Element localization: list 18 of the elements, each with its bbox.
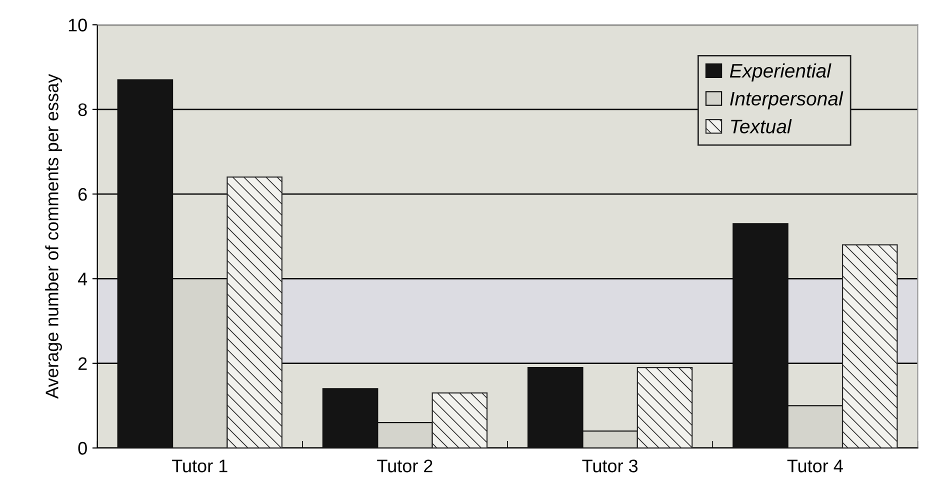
x-tick-label: Tutor 4 — [787, 460, 843, 472]
legend-label: Textual — [731, 119, 792, 134]
y-tick-label: 0 — [78, 442, 87, 455]
x-tick-label: Tutor 3 — [582, 460, 638, 472]
bar — [842, 244, 898, 448]
y-tick-label: 4 — [78, 272, 88, 286]
bar — [226, 176, 282, 448]
legend-label: Interpersonal — [730, 91, 844, 110]
legend-label: Experiential — [730, 63, 832, 82]
bar — [432, 392, 488, 448]
y-tick-label: 6 — [78, 188, 87, 201]
bar — [636, 367, 693, 448]
y-tick-label: 10 — [68, 18, 87, 32]
y-axis-title: Average number of comments per essay — [45, 74, 62, 399]
x-tick-label: Tutor 1 — [172, 460, 228, 472]
x-tick-label: Tutor 2 — [377, 460, 432, 472]
y-tick-label: 8 — [78, 103, 87, 116]
y-tick-label: 2 — [78, 357, 87, 370]
